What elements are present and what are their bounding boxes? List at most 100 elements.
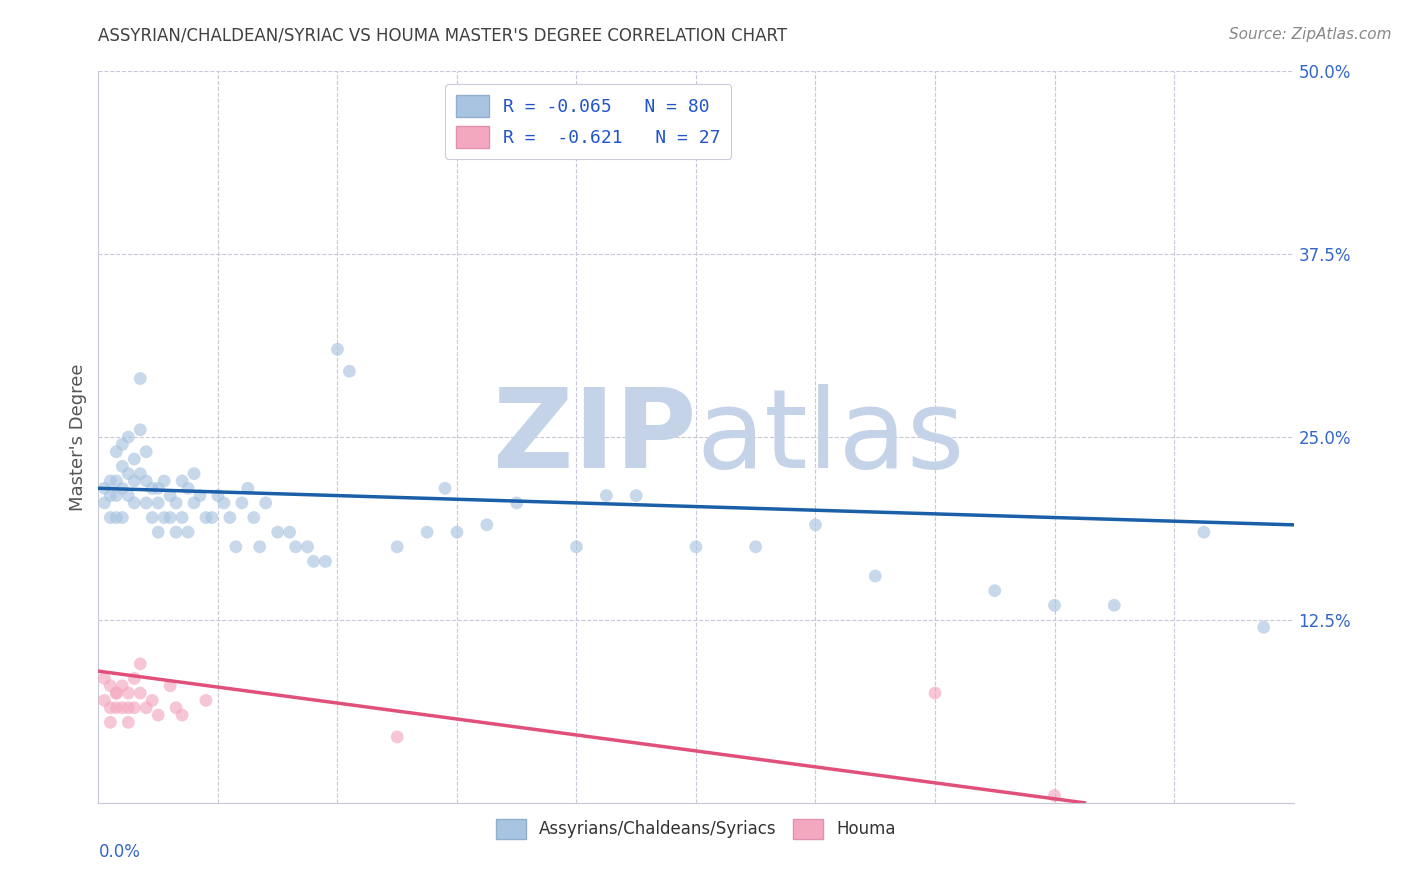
Point [172,474,194,488]
Point [148,496,170,510]
Point [165,496,187,510]
Text: 0.0%: 0.0% [98,843,141,861]
Point [111,700,134,714]
Point [148,525,170,540]
Point [339,364,361,378]
Point [626,489,648,503]
Point [105,444,128,458]
Point [159,679,181,693]
Point [93,693,115,707]
Point [804,517,827,532]
Point [506,496,529,510]
Point [148,708,170,723]
Point [111,481,134,495]
Point [685,540,707,554]
Point [278,525,301,540]
Point [141,693,163,707]
Point [141,510,163,524]
Point [159,510,181,524]
Point [111,437,134,451]
Point [135,444,157,458]
Point [129,686,152,700]
Point [135,474,157,488]
Point [135,700,157,714]
Text: atlas: atlas [696,384,965,491]
Point [111,510,134,524]
Point [124,672,146,686]
Point [924,686,946,700]
Point [1104,599,1126,613]
Point [745,540,768,554]
Legend: Assyrians/Chaldeans/Syriacs, Houma: Assyrians/Chaldeans/Syriacs, Houma [489,812,903,846]
Point [105,474,128,488]
Point [297,540,319,554]
Point [595,489,617,503]
Point [219,510,242,524]
Point [165,525,187,540]
Point [117,686,139,700]
Point [231,496,253,510]
Point [212,496,235,510]
Point [124,452,146,467]
Point [565,540,588,554]
Point [117,715,139,730]
Point [475,517,498,532]
Point [1043,599,1066,613]
Point [172,510,194,524]
Point [153,474,176,488]
Point [98,715,122,730]
Point [1253,620,1275,634]
Point [302,554,325,568]
Point [111,679,134,693]
Point [105,686,128,700]
Point [984,583,1007,598]
Point [172,708,194,723]
Point [105,700,128,714]
Point [98,474,122,488]
Point [225,540,247,554]
Point [129,657,152,671]
Point [326,343,349,357]
Point [117,700,139,714]
Point [207,489,229,503]
Point [135,496,157,510]
Point [183,496,205,510]
Point [105,510,128,524]
Point [129,467,152,481]
Point [195,693,218,707]
Point [148,481,170,495]
Point [195,510,218,524]
Point [236,481,259,495]
Point [141,481,163,495]
Point [98,489,122,503]
Point [98,679,122,693]
Point [159,489,181,503]
Point [177,525,200,540]
Point [124,496,146,510]
Point [201,510,224,524]
Point [153,510,176,524]
Point [183,467,205,481]
Point [416,525,439,540]
Point [243,510,266,524]
Point [385,730,409,744]
Point [98,700,122,714]
Point [124,474,146,488]
Text: ASSYRIAN/CHALDEAN/SYRIAC VS HOUMA MASTER'S DEGREE CORRELATION CHART: ASSYRIAN/CHALDEAN/SYRIAC VS HOUMA MASTER… [98,27,787,45]
Point [446,525,468,540]
Point [93,672,115,686]
Point [117,467,139,481]
Text: Source: ZipAtlas.com: Source: ZipAtlas.com [1229,27,1392,42]
Point [93,496,115,510]
Point [434,481,457,495]
Point [188,489,211,503]
Point [124,700,146,714]
Point [249,540,271,554]
Point [254,496,277,510]
Point [105,489,128,503]
Point [1043,789,1066,803]
Point [385,540,409,554]
Point [117,430,139,444]
Point [117,489,139,503]
Y-axis label: Master's Degree: Master's Degree [69,363,87,511]
